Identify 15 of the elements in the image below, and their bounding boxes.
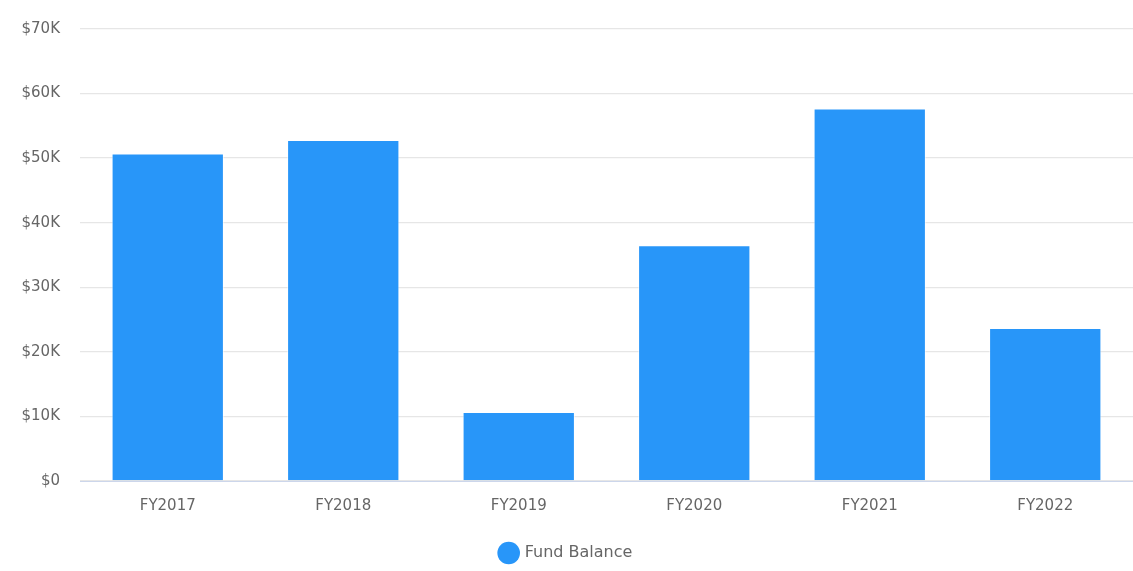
x-tick-label: FY2022 [1017,495,1074,514]
y-tick-label: $10K [21,406,62,425]
y-tick-label: $20K [21,341,62,360]
y-tick-label: $0 [40,470,60,489]
y-tick-label: $50K [21,148,62,167]
y-tick-label: $40K [21,212,62,231]
x-tick-label: FY2018 [315,495,372,514]
x-tick-label: FY2020 [666,495,723,514]
x-tick-label: FY2021 [841,495,898,514]
y-tick-label: $60K [21,83,62,102]
y-tick-label: $70K [21,18,62,37]
legend-label: Fund Balance [524,542,633,562]
x-tick-label: FY2017 [139,495,196,514]
y-tick-label: $30K [21,277,62,296]
x-tick-label: FY2019 [490,495,547,514]
